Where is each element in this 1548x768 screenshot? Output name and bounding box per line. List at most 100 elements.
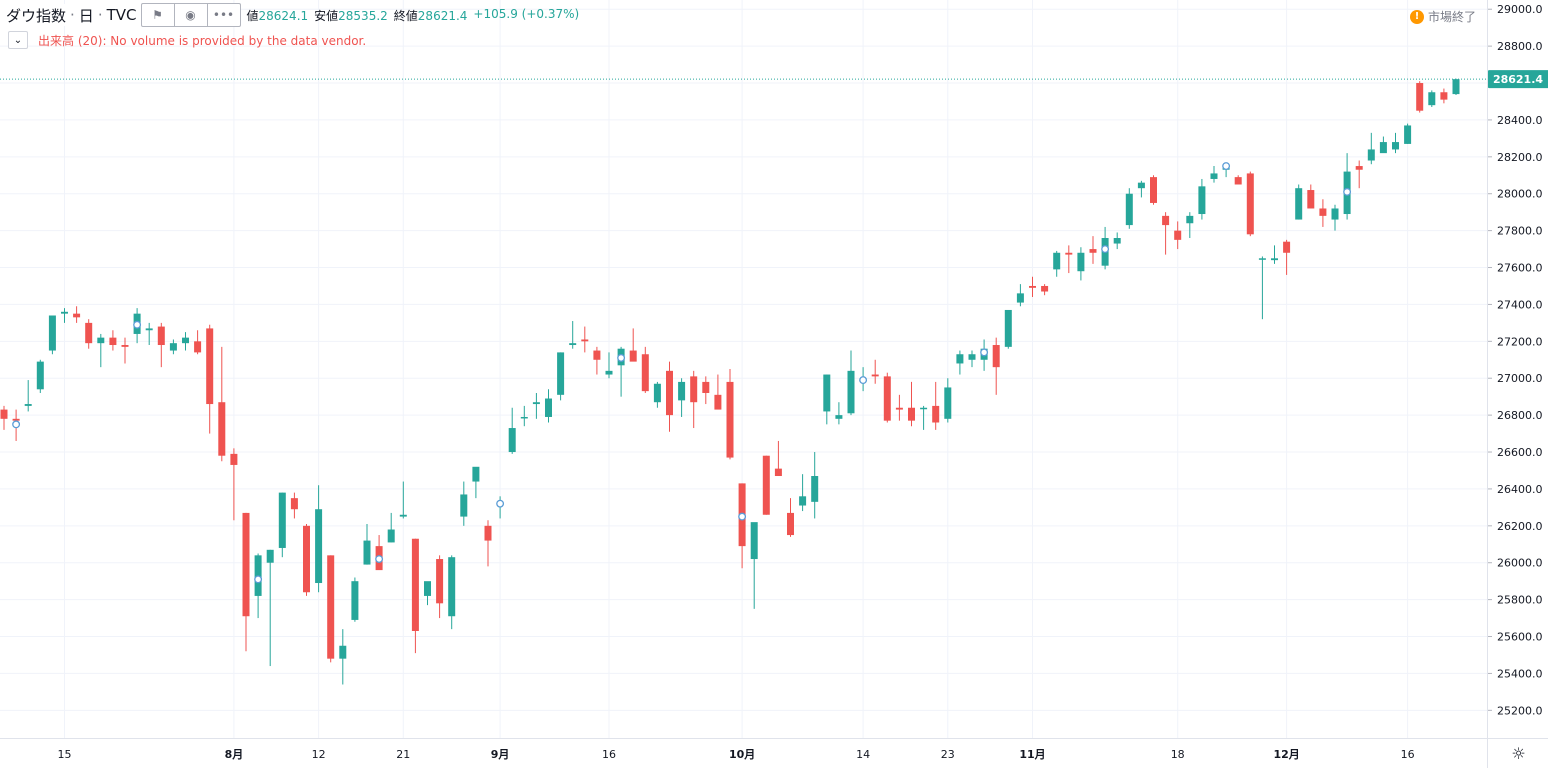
candle-body (351, 581, 359, 620)
candle (871, 359, 879, 384)
flag-button[interactable]: ⚑ (142, 4, 175, 26)
chart-plot-area[interactable] (0, 0, 1487, 738)
candle (1319, 199, 1327, 227)
event-marker[interactable] (254, 575, 263, 584)
candle (920, 405, 928, 430)
event-marker[interactable] (617, 353, 626, 362)
candle (750, 522, 758, 609)
candle (895, 394, 903, 421)
candle (424, 581, 431, 606)
event-marker[interactable] (496, 499, 505, 508)
candle-body (24, 404, 32, 406)
candle-body (908, 407, 915, 421)
candle-body (1065, 252, 1073, 255)
chevron-down-icon: ⌄ (13, 34, 23, 46)
collapse-button[interactable]: ⌄ (8, 31, 28, 49)
more-button[interactable]: ••• (208, 4, 240, 26)
event-marker[interactable] (133, 320, 142, 329)
candle-body (823, 374, 831, 412)
candle-body (182, 337, 189, 344)
x-tick-label: 15 (58, 748, 72, 761)
candle (1053, 250, 1061, 277)
candle-body (811, 476, 819, 502)
candle (375, 535, 383, 571)
candle-body (532, 402, 540, 405)
x-tick-label: 16 (602, 748, 616, 761)
warning-icon: ! (1409, 9, 1424, 24)
event-marker[interactable] (980, 348, 989, 357)
candle (508, 407, 516, 454)
event-marker[interactable] (1343, 187, 1352, 196)
candle-body (1198, 186, 1206, 215)
interval-label: 日 (78, 6, 94, 25)
candle (956, 350, 964, 375)
candle (787, 498, 794, 537)
series-legend: ダウ指数 · 日 · TVC ⚑ ◉ ••• 値28624.1 安値28535.… (0, 3, 579, 27)
event-marker[interactable] (1101, 245, 1110, 254)
event-marker[interactable] (1222, 162, 1231, 170)
candle-body (508, 428, 516, 453)
candle-body (932, 405, 940, 423)
candle-body (278, 492, 286, 548)
candle (847, 350, 855, 416)
candle (339, 629, 347, 685)
candle-body (472, 466, 480, 482)
candle-body (1016, 293, 1024, 303)
candle (557, 352, 565, 401)
y-tick-label: 26600.0 (1497, 446, 1543, 459)
settings-gear-icon[interactable]: ☼ (1511, 744, 1526, 763)
y-tick-label: 26200.0 (1497, 520, 1543, 533)
candle (1428, 90, 1436, 108)
candle (883, 372, 891, 423)
candle-body (678, 381, 686, 401)
candle (666, 361, 673, 432)
candle-body (1379, 142, 1387, 154)
last-price-label: 28621.4 (1493, 73, 1543, 86)
event-marker[interactable] (12, 420, 21, 429)
candle (1089, 236, 1097, 264)
market-status[interactable]: ! 市場終了 (1409, 8, 1476, 25)
flag-icon: ⚑ (152, 8, 163, 22)
candle-body (1428, 92, 1436, 106)
visibility-button[interactable]: ◉ (175, 4, 208, 26)
candle (0, 405, 8, 430)
candle-body (774, 468, 782, 477)
candle-body (1234, 177, 1242, 185)
candle (678, 378, 686, 417)
candle-body (1452, 79, 1460, 95)
event-marker[interactable] (375, 555, 384, 563)
chart-settings[interactable]: ☼ (1487, 738, 1548, 768)
candle (169, 339, 177, 355)
candle-body (194, 341, 202, 353)
candle (1174, 221, 1182, 250)
candle (411, 538, 419, 654)
candle-body (230, 453, 238, 465)
candle-body (714, 394, 722, 410)
price-axis[interactable]: 25200.0 25400.0 25600.0 25800.0 26000.0 26200… (1487, 0, 1548, 738)
candle (109, 330, 117, 351)
candle (460, 481, 468, 526)
y-tick-label: 26400.0 (1497, 483, 1543, 496)
event-marker[interactable] (859, 376, 868, 385)
time-axis[interactable]: 15 8月 12 21 9月 16 10月 14 23 11月 18 12月 16 (0, 738, 1487, 768)
candle (1452, 78, 1460, 96)
candle-body (0, 409, 8, 419)
candle-body (1440, 92, 1448, 100)
symbol-title[interactable]: ダウ指数 · 日 · TVC (0, 4, 141, 26)
y-tick-label: 27800.0 (1497, 225, 1543, 238)
candle-body (1150, 177, 1157, 203)
y-tick-label: 27000.0 (1497, 372, 1543, 385)
x-tick-label: 21 (396, 748, 410, 761)
candle (738, 483, 746, 569)
event-marker[interactable] (738, 512, 747, 521)
volume-indicator-message: ⌄ 出来高 (20): No volume is provided by the… (8, 31, 366, 49)
candle (653, 381, 661, 408)
candle-body (883, 376, 891, 421)
candle-body (1004, 309, 1012, 347)
candle-body (1041, 285, 1049, 292)
event-markers (12, 162, 1352, 584)
candle-body (484, 525, 492, 541)
candle-body (12, 418, 20, 421)
candle-body (399, 514, 407, 517)
y-tick-label: 27400.0 (1497, 298, 1543, 311)
